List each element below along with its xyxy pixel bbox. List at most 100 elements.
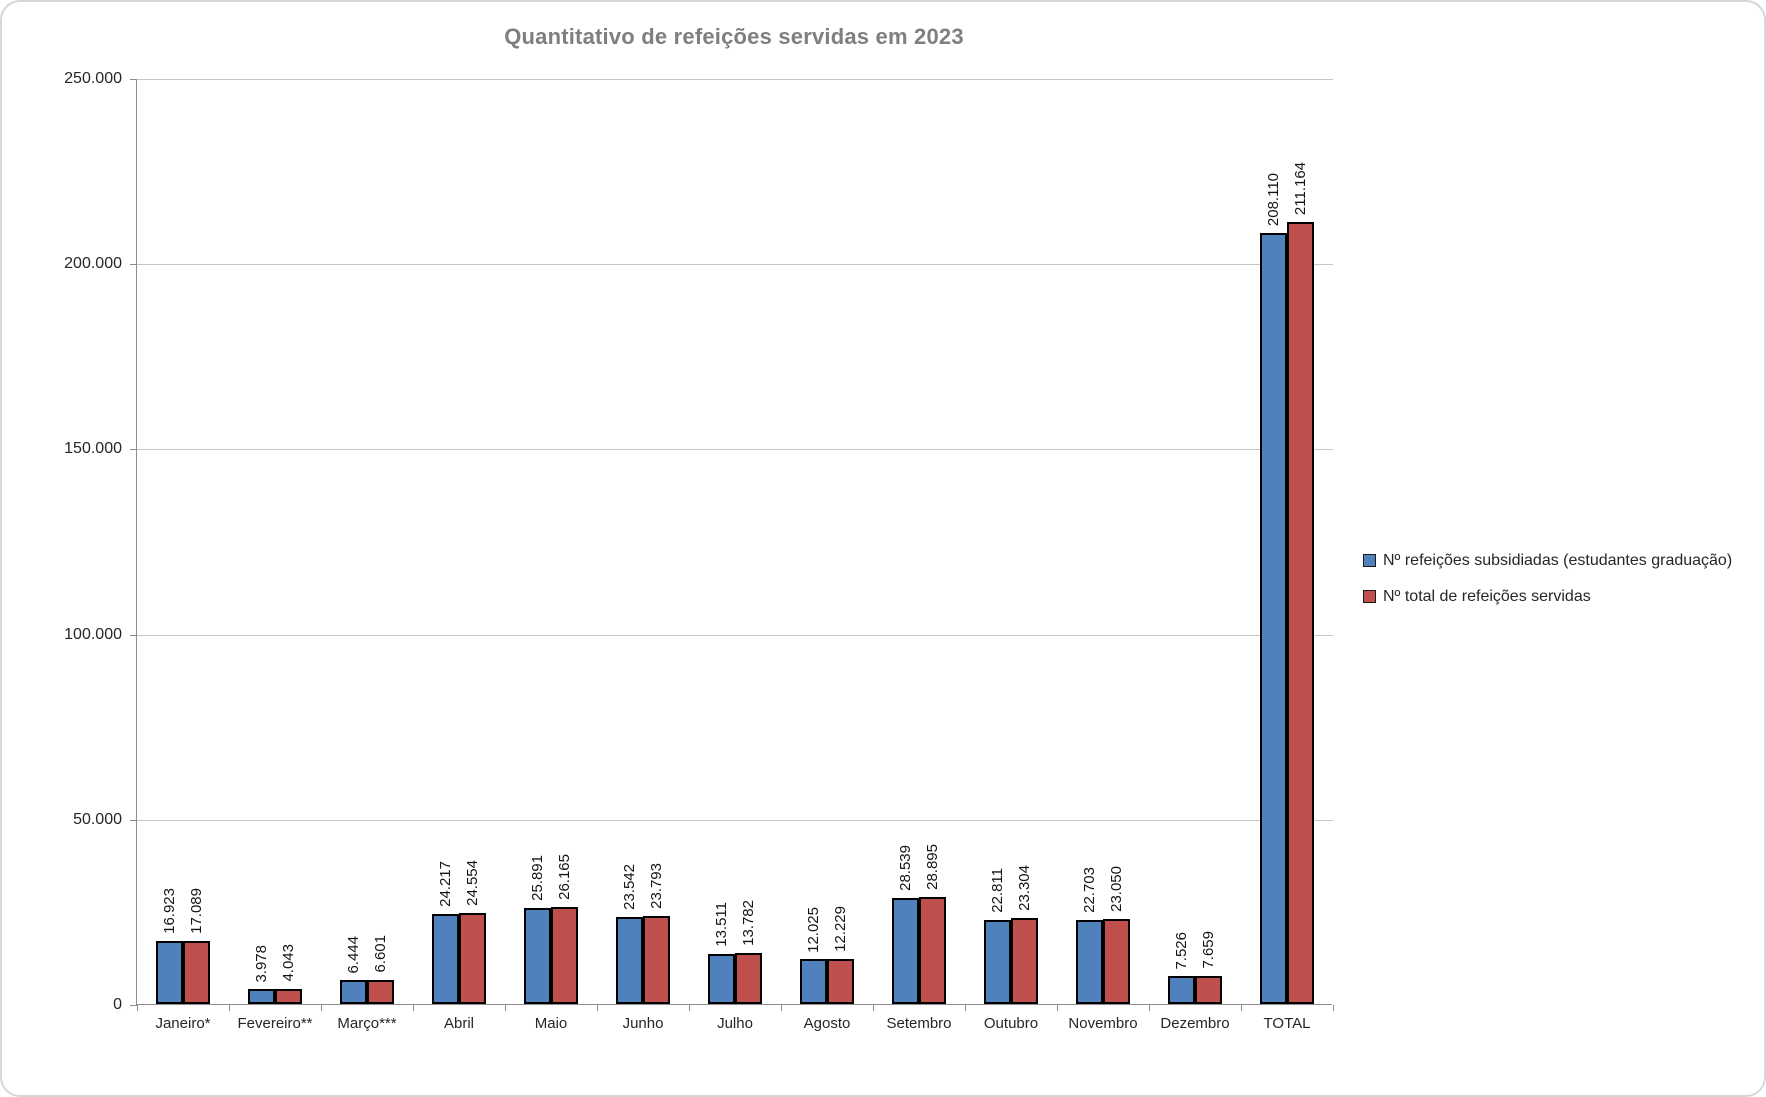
bar-total: [367, 979, 394, 1004]
x-tick-label: Setembro: [886, 1015, 952, 1032]
y-tick-label: 150.000: [64, 440, 122, 458]
bar-subsidiadas: [524, 908, 551, 1004]
legend-item: Nº refeições subsidiadas (estudantes gra…: [1363, 551, 1763, 570]
bar-value-label: 7.526: [1172, 931, 1190, 970]
bar-subsidiadas: [800, 959, 827, 1004]
x-tick-label: Novembro: [1068, 1015, 1138, 1032]
bar-value-label: 26.165: [555, 854, 573, 901]
bar-value-label: 23.542: [620, 863, 638, 910]
x-axis-tick: [1241, 1005, 1242, 1011]
y-tick-label: 50.000: [73, 810, 122, 828]
bar-value-label: 24.554: [463, 860, 481, 907]
y-axis-tick: [130, 79, 137, 80]
bar-value-label: 7.659: [1199, 931, 1217, 969]
bar-value-label: 17.089: [187, 887, 205, 934]
x-axis-tick: [505, 1005, 506, 1011]
x-axis-tick: [873, 1005, 874, 1011]
bar-value-label: 4.043: [279, 944, 297, 983]
x-axis-tick: [229, 1005, 230, 1011]
bar-total: [1103, 918, 1130, 1004]
bar-subsidiadas: [340, 980, 367, 1004]
bar-subsidiadas: [616, 916, 643, 1004]
legend-label: Nº refeições subsidiadas (estudantes gra…: [1383, 552, 1733, 569]
gridline: [137, 264, 1333, 266]
y-tick-label: 0: [113, 996, 122, 1013]
bar-total: [919, 896, 946, 1004]
plot-area: 0 50.000 100.000 150.000 200.000 250.000 16.92…: [64, 70, 1334, 1032]
x-tick-label: TOTAL: [1263, 1015, 1311, 1032]
y-axis-tick: [130, 819, 137, 821]
legend-label: Nº total de refeições servidas: [1383, 588, 1591, 605]
bar-total: [551, 907, 578, 1004]
bar-value-label: 13.782: [739, 900, 757, 946]
y-axis-tick: [130, 634, 137, 636]
y-axis-tick: [130, 264, 137, 266]
x-axis-tick: [781, 1005, 782, 1011]
bar-value-label: 16.923: [160, 888, 178, 935]
x-axis-tick: [597, 1005, 598, 1011]
y-tick-label: 100.000: [64, 625, 122, 643]
x-axis-tick: [413, 1005, 414, 1011]
x-tick-label: Abril: [443, 1015, 474, 1032]
bar-subsidiadas: [1076, 919, 1103, 1004]
x-tick-label: Agosto: [803, 1015, 851, 1032]
bar-subsidiadas: [1168, 976, 1195, 1004]
legend: Nº refeições subsidiadas (estudantes gra…: [1363, 551, 1763, 623]
bar-total: [643, 915, 670, 1004]
bar-subsidiadas: [248, 989, 275, 1004]
x-axis-tick: [965, 1005, 966, 1011]
x-axis-tick: [1333, 1005, 1334, 1011]
x-tick-label: Junho: [622, 1015, 664, 1032]
gridline: [137, 79, 1333, 80]
bar-total: [735, 952, 762, 1004]
bar-subsidiadas: [1260, 233, 1287, 1004]
bar-total: [183, 940, 210, 1004]
x-axis-tick: [321, 1005, 322, 1011]
bar-subsidiadas: [984, 919, 1011, 1004]
bar-subsidiadas: [156, 941, 183, 1004]
bar-value-label: 24.217: [436, 861, 454, 908]
x-axis-tick: [1149, 1005, 1150, 1011]
legend-swatch-total: [1363, 590, 1376, 603]
bar-total: [1287, 221, 1314, 1004]
bar-value-label: 3.978: [252, 944, 270, 983]
bar-total: [1195, 975, 1222, 1004]
x-tick-label: Maio: [534, 1015, 568, 1032]
x-axis-tick: [137, 1005, 138, 1011]
x-tick-label: Janeiro*: [155, 1015, 211, 1032]
bar-value-label: 13.511: [712, 902, 730, 947]
y-axis-tick: [130, 449, 137, 451]
bar-value-label: 28.539: [896, 845, 914, 892]
x-tick-label: Julho: [717, 1015, 753, 1032]
bar-value-label: 6.601: [371, 935, 389, 973]
bar-value-label: 22.703: [1080, 867, 1098, 913]
gridline: [137, 819, 1333, 821]
bar-subsidiadas: [432, 914, 459, 1004]
bar-value-label: 22.811: [988, 867, 1006, 913]
y-axis-tick: [130, 1005, 137, 1006]
y-tick-label: 200.000: [64, 255, 122, 273]
bar-subsidiadas: [892, 898, 919, 1004]
bar-value-label: 12.025: [804, 906, 822, 953]
bar-value-label: 25.891: [528, 855, 546, 902]
x-axis-tick: [689, 1005, 690, 1011]
legend-item: Nº total de refeições servidas: [1363, 587, 1763, 606]
bar-value-label: 12.229: [831, 905, 849, 952]
bar-subsidiadas: [708, 953, 735, 1004]
bar-value-label: 6.444: [344, 935, 362, 974]
x-tick-label: Março***: [337, 1015, 397, 1032]
bar-value-label: 208.110: [1264, 173, 1282, 227]
bar-total: [1011, 917, 1038, 1004]
bar-value-label: 28.895: [923, 844, 941, 890]
bar-value-label: 211.164: [1291, 161, 1309, 215]
bar-value-label: 23.793: [647, 862, 665, 909]
y-tick-label: 250.000: [64, 70, 122, 87]
bar-total: [459, 913, 486, 1004]
x-tick-label: Fevereiro**: [237, 1015, 313, 1032]
bar-value-label: 23.304: [1015, 864, 1033, 911]
gridline: [137, 449, 1333, 451]
bar-total: [275, 989, 302, 1004]
bar-value-label: 23.050: [1107, 865, 1125, 912]
bar-total: [827, 958, 854, 1004]
